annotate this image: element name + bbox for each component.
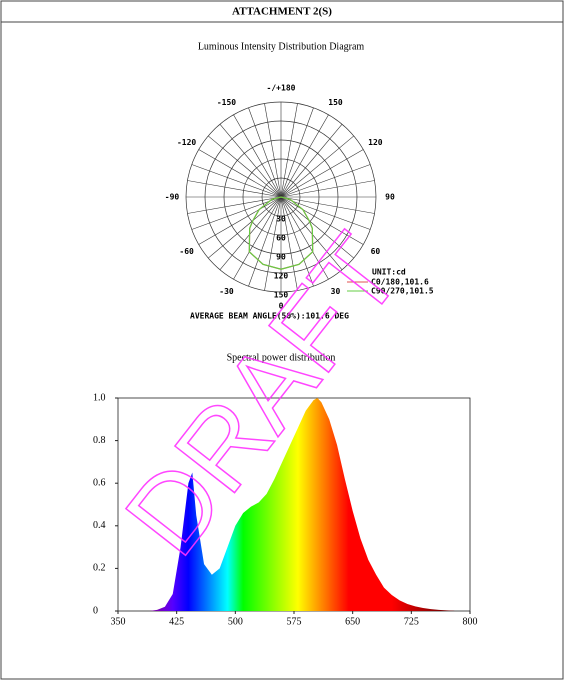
angle-tick-label: -90: [165, 193, 180, 202]
radial-line: [280, 114, 329, 198]
radial-line: [198, 149, 282, 198]
y-tick-label: 1.0: [93, 392, 106, 403]
radial-line: [280, 107, 314, 198]
radial-line: [280, 196, 343, 270]
y-tick-label: 0: [93, 605, 98, 616]
angle-tick-label: 90: [385, 193, 395, 202]
radial-line: [264, 196, 282, 291]
x-tick-label: 575: [287, 616, 302, 627]
ring: [261, 177, 301, 217]
angle-tick-label: 0: [279, 302, 284, 311]
radial-line: [198, 196, 282, 245]
x-tick-label: 650: [345, 616, 360, 627]
angle-tick-label: -150: [217, 98, 236, 107]
r-tick-label: 150: [274, 291, 289, 300]
radial-line: [208, 135, 282, 198]
radial-line: [248, 196, 282, 287]
radial-line: [264, 103, 282, 198]
radial-line: [219, 124, 282, 198]
radial-line: [233, 196, 282, 280]
radial-line: [280, 164, 371, 198]
radial-line: [191, 196, 282, 230]
radial-line: [280, 196, 314, 287]
radial-line: [280, 124, 343, 198]
x-tick-label: 350: [111, 616, 126, 627]
x-tick-label: 425: [169, 616, 184, 627]
x-tick-label: 500: [228, 616, 243, 627]
spectrum-area: [141, 398, 455, 611]
ring: [242, 158, 320, 236]
radial-line: [208, 196, 282, 259]
radial-line: [219, 196, 282, 270]
beam-angle-note: AVERAGE BEAM ANGLE(50%):101.6 DEG: [190, 312, 349, 321]
y-tick-label: 0.4: [93, 520, 106, 531]
ring: [223, 139, 339, 255]
r-tick-label: 30: [276, 215, 286, 224]
polar-title: Luminous Intensity Distribution Diagram: [198, 41, 365, 52]
angle-tick-label: -/+180: [267, 84, 296, 93]
unit-label: UNIT:cd: [372, 268, 406, 277]
y-tick-label: 0.2: [93, 563, 106, 574]
ring: [185, 101, 377, 293]
radial-line: [248, 107, 282, 198]
radial-line: [280, 135, 354, 198]
radial-line: [280, 196, 371, 230]
r-tick-label: 120: [274, 272, 289, 281]
y-tick-label: 0.8: [93, 435, 106, 446]
radial-line: [187, 180, 282, 198]
x-tick-label: 800: [463, 616, 478, 627]
legend-label: C90/270,101.5: [371, 287, 434, 296]
radial-line: [280, 180, 375, 198]
radial-line: [280, 196, 354, 259]
angle-tick-label: 60: [371, 247, 381, 256]
header-title: ATTACHMENT 2(S): [232, 6, 332, 18]
radial-line: [191, 164, 282, 198]
angle-tick-label: -120: [177, 138, 196, 147]
angle-tick-label: -60: [179, 247, 194, 256]
r-tick-label: 90: [276, 253, 286, 262]
r-tick-label: 60: [276, 234, 286, 243]
angle-tick-label: 120: [368, 138, 383, 147]
radial-line: [280, 196, 375, 214]
radial-line: [280, 103, 298, 198]
radial-line: [280, 196, 364, 245]
angle-tick-label: 30: [331, 287, 341, 296]
radial-line: [233, 114, 282, 198]
y-tick-label: 0.6: [93, 477, 106, 488]
legend-label: C0/180,101.6: [371, 278, 429, 287]
ring: [204, 120, 358, 274]
radial-line: [280, 196, 298, 291]
intensity-curve: [248, 196, 314, 270]
angle-tick-label: 150: [328, 98, 343, 107]
angle-tick-label: -30: [219, 287, 234, 296]
radial-line: [187, 196, 282, 214]
radial-line: [280, 196, 329, 280]
spectrum-title: Spectral power distribution: [227, 352, 336, 363]
x-tick-label: 725: [404, 616, 419, 627]
radial-line: [280, 149, 364, 198]
